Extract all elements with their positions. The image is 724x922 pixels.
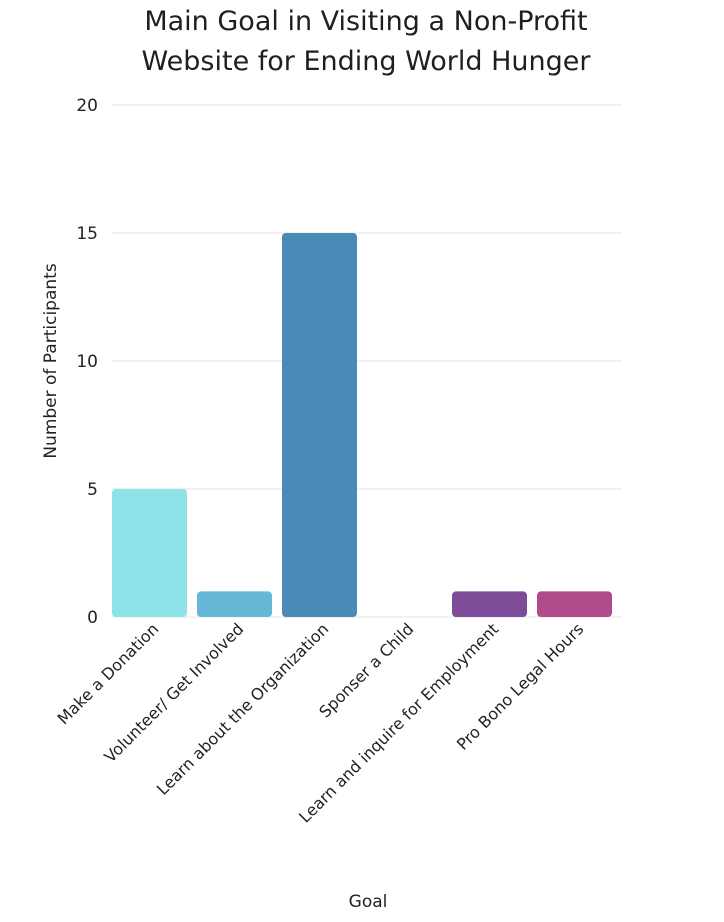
y-tick-label: 10 (76, 352, 98, 372)
chart-title: Main Goal in Visiting a Non-Profit Websi… (142, 6, 592, 77)
bar (282, 233, 357, 617)
x-category-label: Learn about the Organization (153, 619, 332, 798)
chart-title-line-1: Main Goal in Visiting a Non-Profit (144, 6, 587, 37)
y-tick-label: 15 (76, 224, 98, 244)
bar (197, 591, 272, 617)
bar (537, 591, 612, 617)
y-tick-label: 0 (87, 608, 98, 628)
bar (112, 489, 187, 617)
y-axis-ticks: 0 5 10 15 20 (76, 96, 98, 628)
gridlines (112, 104, 622, 618)
chart-title-line-2: Website for Ending World Hunger (142, 46, 592, 77)
y-axis-label: Number of Participants (41, 263, 61, 458)
y-tick-label: 20 (76, 96, 98, 116)
x-category-label: Volunteer/ Get Involved (100, 619, 247, 766)
y-tick-label: 5 (87, 480, 98, 500)
x-axis-label: Goal (349, 892, 388, 912)
bar (452, 591, 527, 617)
bars (112, 233, 612, 617)
